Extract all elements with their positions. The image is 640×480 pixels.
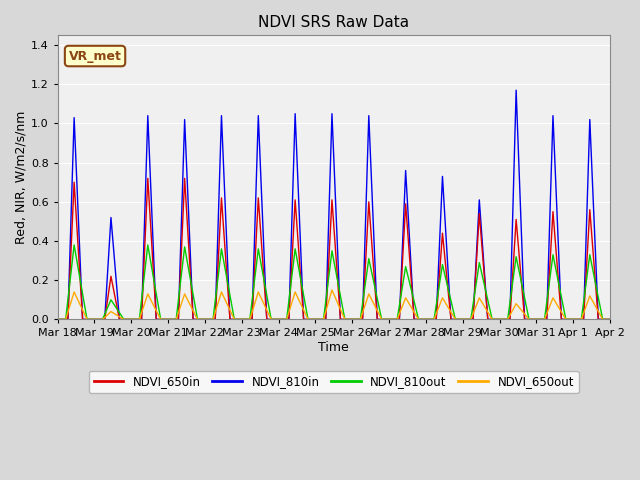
Title: NDVI SRS Raw Data: NDVI SRS Raw Data — [259, 15, 410, 30]
Text: VR_met: VR_met — [68, 49, 122, 62]
X-axis label: Time: Time — [319, 341, 349, 354]
Y-axis label: Red, NIR, W/m2/s/nm: Red, NIR, W/m2/s/nm — [15, 111, 28, 244]
Legend: NDVI_650in, NDVI_810in, NDVI_810out, NDVI_650out: NDVI_650in, NDVI_810in, NDVI_810out, NDV… — [89, 371, 579, 393]
